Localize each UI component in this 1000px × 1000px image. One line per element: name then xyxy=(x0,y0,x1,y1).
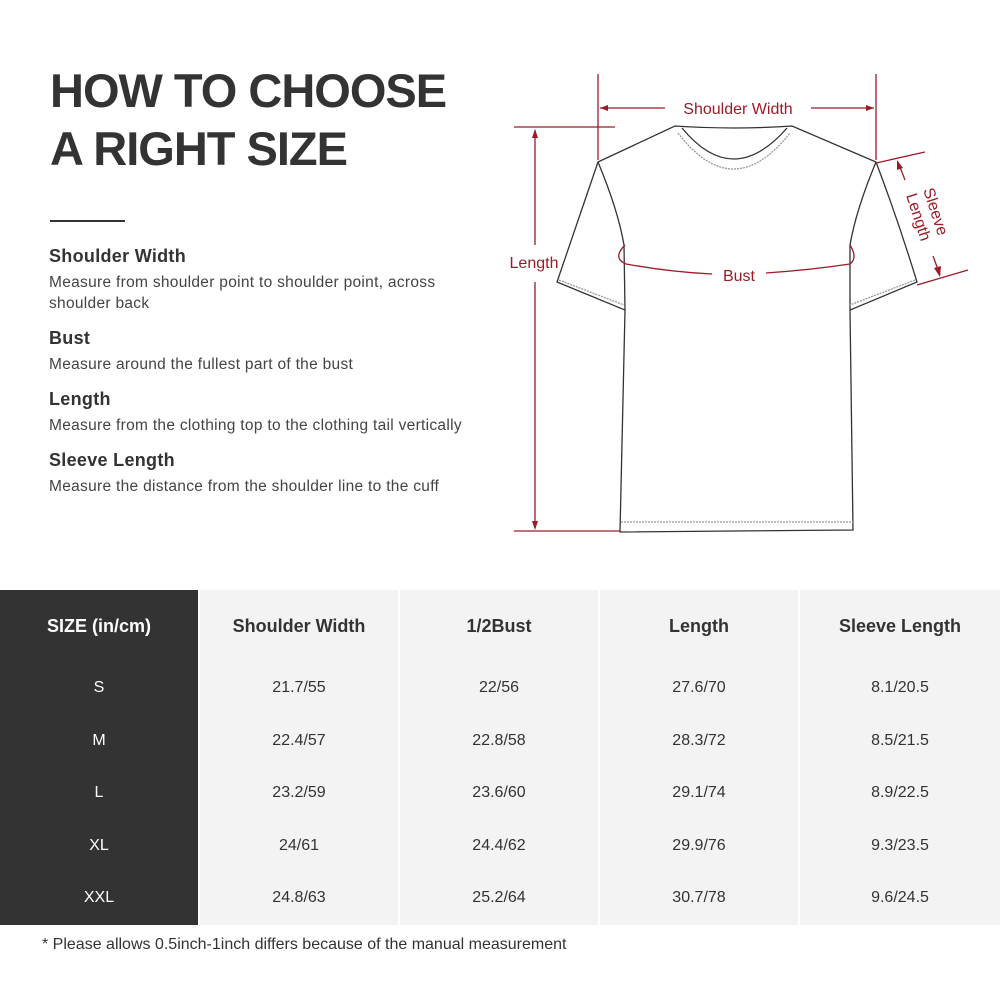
title-divider xyxy=(50,220,125,222)
table-cell: 21.7/55 xyxy=(272,679,326,697)
table-cell: 28.3/72 xyxy=(672,731,726,749)
size-cell: L xyxy=(94,784,104,802)
definition-heading: Bust xyxy=(49,328,91,348)
table-header: 1/2Bust xyxy=(466,615,532,636)
title-line-1: HOW TO CHOOSE xyxy=(50,64,447,117)
table-cell: 24.8/63 xyxy=(272,889,326,907)
table-cell: 30.7/78 xyxy=(672,889,726,907)
table-cell: 23.2/59 xyxy=(272,784,326,802)
table-cell: 25.2/64 xyxy=(472,889,526,907)
size-column: SIZE (in/cm) S M L XL XXL xyxy=(0,590,198,925)
size-table: SIZE (in/cm) S M L XL XXL Shoulder Width… xyxy=(0,590,1000,925)
table-cell: 29.9/76 xyxy=(672,836,726,854)
table-cell: 22/56 xyxy=(478,679,520,697)
table-header: Sleeve Length xyxy=(838,615,962,636)
table-cell: 9.3/23.5 xyxy=(871,836,929,854)
tshirt-diagram: Shoulder Width Length Bust Sleeve Length xyxy=(510,74,969,533)
table-cell: 24.4/62 xyxy=(472,836,526,854)
size-cell: M xyxy=(92,731,106,749)
table-header: Shoulder Width xyxy=(232,615,366,636)
definition-heading: Shoulder Width xyxy=(49,246,187,266)
table-cell: 24/61 xyxy=(278,836,320,854)
tshirt-outline xyxy=(556,125,918,533)
length-column: Length 27.6/70 28.3/72 29.1/74 29.9/76 3… xyxy=(598,590,798,925)
table-cell: 27.6/70 xyxy=(672,679,726,697)
length-label: Length xyxy=(510,255,559,272)
definition-text: Measure from the clothing top to the clo… xyxy=(49,417,462,434)
bust-label: Bust xyxy=(723,268,756,285)
size-cell: XXL xyxy=(83,889,115,907)
half-bust-column: 1/2Bust 22/56 22.8/58 23.6/60 24.4/62 25… xyxy=(398,590,598,925)
definition-heading: Length xyxy=(49,389,111,409)
shoulder-width-label: Shoulder Width xyxy=(683,101,792,118)
measurement-note: * Please allows 0.5inch-1inch differs be… xyxy=(42,936,567,953)
definition-heading: Sleeve Length xyxy=(49,450,175,470)
sleeve-length-column: Sleeve Length 8.1/20.5 8.5/21.5 8.9/22.5… xyxy=(798,590,1000,925)
table-cell: 8.1/20.5 xyxy=(871,679,929,697)
shoulder-width-column: Shoulder Width 21.7/55 22.4/57 23.2/59 2… xyxy=(198,590,398,925)
title-line-2: A RIGHT SIZE xyxy=(50,122,348,175)
size-cell: S xyxy=(93,679,105,697)
table-cell: 29.1/74 xyxy=(672,784,726,802)
table-cell: 22.4/57 xyxy=(272,731,326,749)
definition-text: Measure the distance from the shoulder l… xyxy=(49,478,440,495)
definition-text: Measure from shoulder point to shoulder … xyxy=(49,274,436,312)
table-cell: 9.6/24.5 xyxy=(871,889,929,907)
table-cell: 8.5/21.5 xyxy=(871,731,929,749)
table-cell: 8.9/22.5 xyxy=(871,784,929,802)
measurement-definitions: Shoulder Width Measure from shoulder poi… xyxy=(49,244,499,509)
table-header-size: SIZE (in/cm) xyxy=(46,615,151,636)
table-cell: 22.8/58 xyxy=(472,731,526,749)
page-title: HOW TO CHOOSE A RIGHT SIZE xyxy=(50,62,447,178)
size-cell: XL xyxy=(89,836,109,854)
definition-text: Measure around the fullest part of the b… xyxy=(49,356,354,373)
table-cell: 23.6/60 xyxy=(472,784,526,802)
table-header: Length xyxy=(669,615,729,636)
measurement-lines xyxy=(514,74,969,532)
